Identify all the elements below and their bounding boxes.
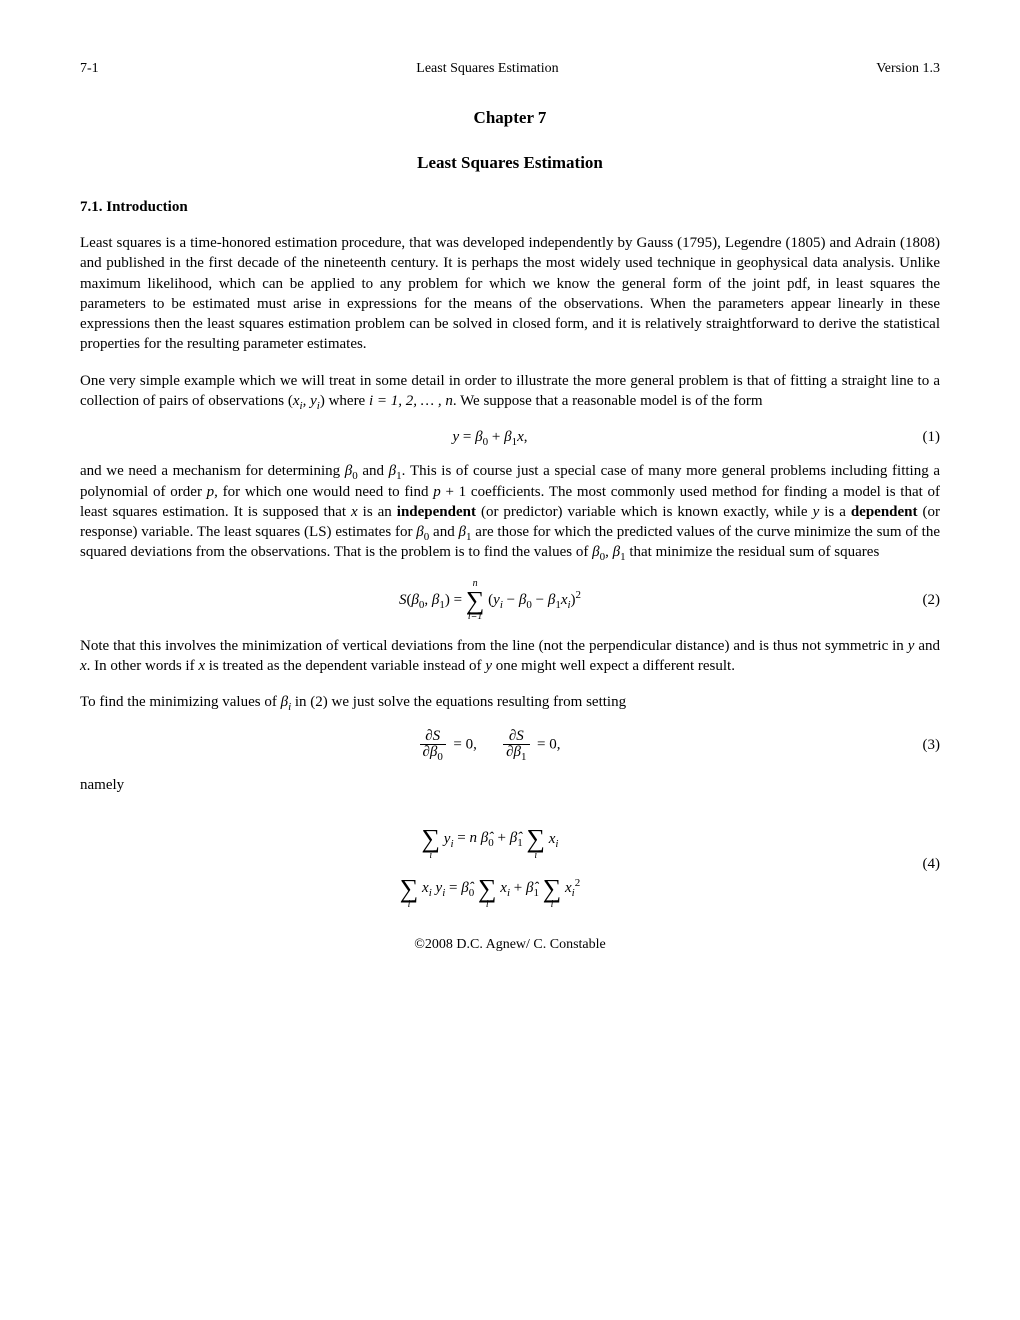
equation-body: y = β0 + β1x,: [80, 427, 900, 447]
text-run: , for which one would need to find: [214, 484, 433, 500]
equation-number: (1): [900, 427, 940, 447]
equation-3: ∂S ∂β0 = 0, ∂S ∂β1 = 0, (3): [80, 729, 940, 762]
text-run: (or predictor) variable which is known e…: [476, 504, 813, 520]
math-inline: y: [485, 658, 492, 674]
equation-2: S(β0, β1) = n ∑ i=1 (yi − β0 − β1xi)2 (2…: [80, 579, 940, 622]
copyright-footer: ©2008 D.C. Agnew/ C. Constable: [80, 936, 940, 955]
text-run: and: [358, 463, 389, 479]
text-run: is a: [819, 504, 851, 520]
math-inline: p: [433, 484, 441, 500]
equation-1: y = β0 + β1x, (1): [80, 427, 940, 447]
paragraph-example: One very simple example which we will tr…: [80, 371, 940, 412]
text-run: and: [429, 524, 458, 540]
equation-number: (3): [900, 735, 940, 755]
text-run: . In other words if: [87, 658, 199, 674]
text-run: ,: [605, 544, 613, 560]
equation-body: S(β0, β1) = n ∑ i=1 (yi − β0 − β1xi)2: [80, 579, 900, 622]
paragraph-intro: Least squares is a time-honored estimati…: [80, 233, 940, 355]
math-inline: β: [613, 544, 620, 560]
math-inline: x: [198, 658, 205, 674]
paragraph-minimizing: To find the minimizing values of βi in (…: [80, 692, 940, 712]
math-inline: β: [459, 524, 466, 540]
bold-dependent: dependent: [851, 504, 918, 520]
text-run: in (2) we just solve the equations resul…: [291, 694, 626, 710]
page-label: 7-1: [80, 60, 99, 79]
text-run: . We suppose that a reasonable model is …: [453, 393, 763, 409]
text-run: one might well expect a different result…: [492, 658, 735, 674]
math-inline: βi: [281, 694, 292, 710]
math-inline: β: [389, 463, 396, 479]
text-run: and we need a mechanism for determining: [80, 463, 345, 479]
text-run: that minimize the residual sum of square…: [626, 544, 880, 560]
math-inline: x: [351, 504, 358, 520]
chapter-label: Chapter 7: [80, 107, 940, 130]
text-run: is treated as the dependent variable ins…: [205, 658, 485, 674]
running-title: Least Squares Estimation: [416, 60, 558, 79]
fraction: ∂S ∂β0: [420, 729, 446, 762]
math-inline: β: [592, 544, 599, 560]
section-heading: 7.1. Introduction: [80, 197, 940, 217]
paragraph-note: Note that this involves the minimization…: [80, 636, 940, 677]
equation-body: ∑i yi = n β̂0 + β̂1 ∑i xi ∑i xi yi = β̂0…: [80, 811, 900, 916]
page-title: Least Squares Estimation: [80, 152, 940, 175]
paragraph-namely: namely: [80, 775, 940, 795]
text-run: To find the minimizing values of: [80, 694, 281, 710]
equation-body: ∂S ∂β0 = 0, ∂S ∂β1 = 0,: [80, 729, 900, 762]
bold-independent: independent: [397, 504, 476, 520]
text-run: and: [914, 638, 940, 654]
text-run: ) where: [320, 393, 369, 409]
text-run: is an: [358, 504, 397, 520]
math-inline: β: [416, 524, 423, 540]
sum-symbol: n ∑ i=1: [466, 579, 485, 622]
math-inline: i = 1, 2, … , n: [369, 393, 453, 409]
equation-number: (2): [900, 590, 940, 610]
math-inline: x: [80, 658, 87, 674]
running-header: 7-1 Least Squares Estimation Version 1.3: [80, 60, 940, 79]
equation-number: (4): [900, 854, 940, 874]
math-inline: xi, yi: [293, 393, 320, 409]
text-run: Note that this involves the minimization…: [80, 638, 908, 654]
fraction: ∂S ∂β1: [503, 729, 529, 762]
equation-4: ∑i yi = n β̂0 + β̂1 ∑i xi ∑i xi yi = β̂0…: [80, 811, 940, 916]
version-label: Version 1.3: [876, 60, 940, 79]
paragraph-mechanism: and we need a mechanism for determining …: [80, 461, 940, 562]
